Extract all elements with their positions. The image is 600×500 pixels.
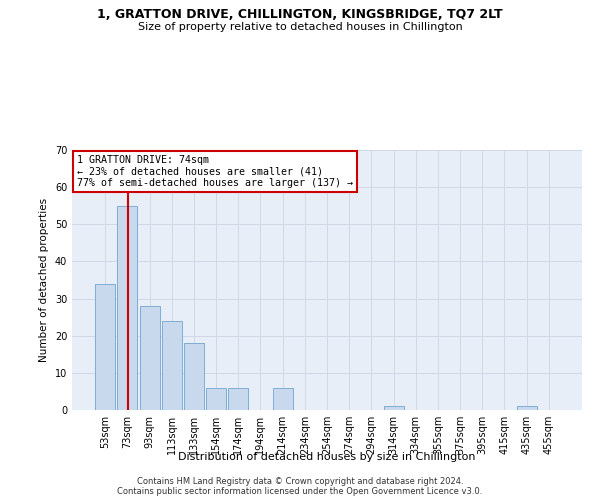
Text: 1, GRATTON DRIVE, CHILLINGTON, KINGSBRIDGE, TQ7 2LT: 1, GRATTON DRIVE, CHILLINGTON, KINGSBRID… <box>97 8 503 20</box>
Text: 1 GRATTON DRIVE: 74sqm
← 23% of detached houses are smaller (41)
77% of semi-det: 1 GRATTON DRIVE: 74sqm ← 23% of detached… <box>77 155 353 188</box>
Y-axis label: Number of detached properties: Number of detached properties <box>39 198 49 362</box>
Text: Distribution of detached houses by size in Chillington: Distribution of detached houses by size … <box>178 452 476 462</box>
Bar <box>383 406 404 410</box>
Bar <box>184 343 204 410</box>
Text: Size of property relative to detached houses in Chillington: Size of property relative to detached ho… <box>137 22 463 32</box>
Bar <box>140 306 160 410</box>
Bar <box>272 388 293 410</box>
Bar <box>206 388 226 410</box>
Bar <box>517 406 536 410</box>
Bar <box>118 206 137 410</box>
Bar <box>162 321 182 410</box>
Text: Contains public sector information licensed under the Open Government Licence v3: Contains public sector information licen… <box>118 486 482 496</box>
Bar <box>95 284 115 410</box>
Bar <box>228 388 248 410</box>
Text: Contains HM Land Registry data © Crown copyright and database right 2024.: Contains HM Land Registry data © Crown c… <box>137 476 463 486</box>
